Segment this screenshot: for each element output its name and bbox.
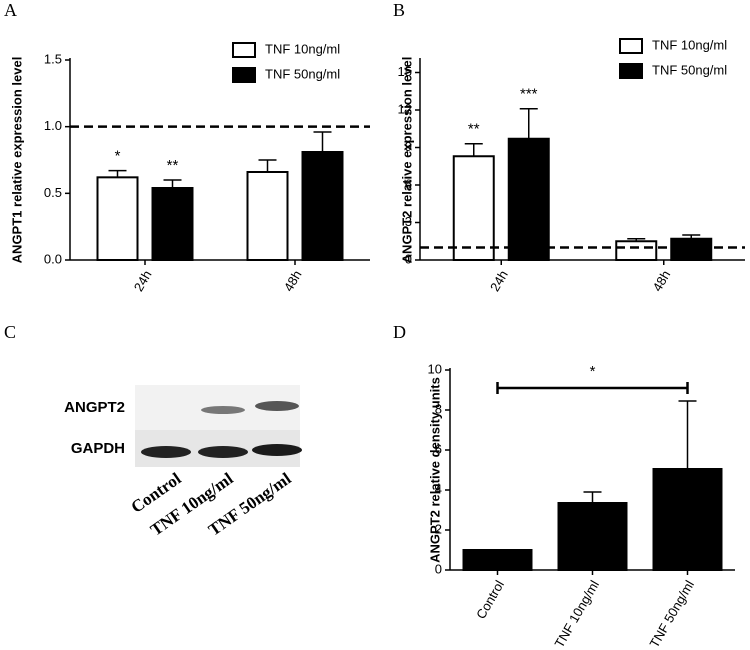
x-tick-label: 24h — [131, 268, 155, 294]
panel-label: D — [393, 322, 406, 342]
bar — [246, 171, 289, 261]
bar — [462, 549, 533, 571]
y-tick-label: 4 — [435, 481, 442, 496]
blot-image — [135, 385, 302, 467]
y-tick-label: 1.0 — [44, 118, 62, 133]
y-tick-label: 15 — [398, 64, 412, 79]
y-axis-label: ANGPT2 relative density units — [427, 377, 442, 563]
legend-label: TNF 10ng/ml — [652, 37, 727, 52]
y-tick-label: 2 — [435, 521, 442, 536]
x-tick-label: TNF 50ng/ml — [647, 578, 698, 650]
x-tick-label: Control — [473, 578, 507, 622]
x-tick-label: 48h — [281, 268, 305, 294]
panel-label: B — [393, 0, 405, 20]
y-tick-label: 0 — [405, 251, 412, 266]
bar — [652, 468, 723, 571]
y-tick-label: 0 — [435, 561, 442, 576]
legend-label: TNF 50ng/ml — [265, 66, 340, 81]
blot-row-label: ANGPT2 — [64, 399, 125, 416]
y-tick-label: 3 — [405, 214, 412, 229]
legend-label: TNF 50ng/ml — [652, 62, 727, 77]
significance: ** — [167, 157, 179, 174]
bar — [615, 240, 658, 261]
y-tick-label: 6 — [435, 441, 442, 456]
significance: * — [590, 363, 596, 380]
y-tick-label: 8 — [435, 401, 442, 416]
x-tick-label: 48h — [649, 268, 673, 294]
bar — [670, 237, 713, 261]
legend-swatch — [619, 38, 643, 54]
y-tick-label: 0.0 — [44, 251, 62, 266]
blot-row-label: GAPDH — [71, 440, 125, 457]
legend-swatch — [232, 42, 256, 58]
y-tick-label: 0.5 — [44, 185, 62, 200]
x-tick-label: TNF 10ng/ml — [552, 578, 603, 650]
bar — [301, 151, 344, 261]
bar — [452, 155, 495, 261]
panel-label: C — [4, 322, 16, 342]
panel-label: A — [4, 0, 17, 20]
legend-label: TNF 10ng/ml — [265, 41, 340, 56]
bar — [557, 502, 628, 571]
significance: ** — [468, 121, 480, 138]
y-axis-label: ANGPT2 relative expression level — [399, 57, 414, 264]
bar — [507, 137, 550, 261]
y-tick-label: 1.5 — [44, 51, 62, 66]
y-tick-label: 9 — [405, 139, 412, 154]
x-tick-label: 24h — [487, 268, 511, 294]
legend-swatch — [619, 63, 643, 79]
bar — [96, 176, 139, 261]
y-tick-label: 12 — [398, 101, 412, 116]
significance: * — [115, 148, 121, 165]
legend-swatch — [232, 67, 256, 83]
bar — [151, 187, 194, 261]
y-axis-label: ANGPT1 relative expression level — [9, 57, 24, 264]
y-tick-label: 10 — [428, 361, 442, 376]
significance: *** — [520, 86, 538, 103]
y-tick-label: 6 — [405, 176, 412, 191]
